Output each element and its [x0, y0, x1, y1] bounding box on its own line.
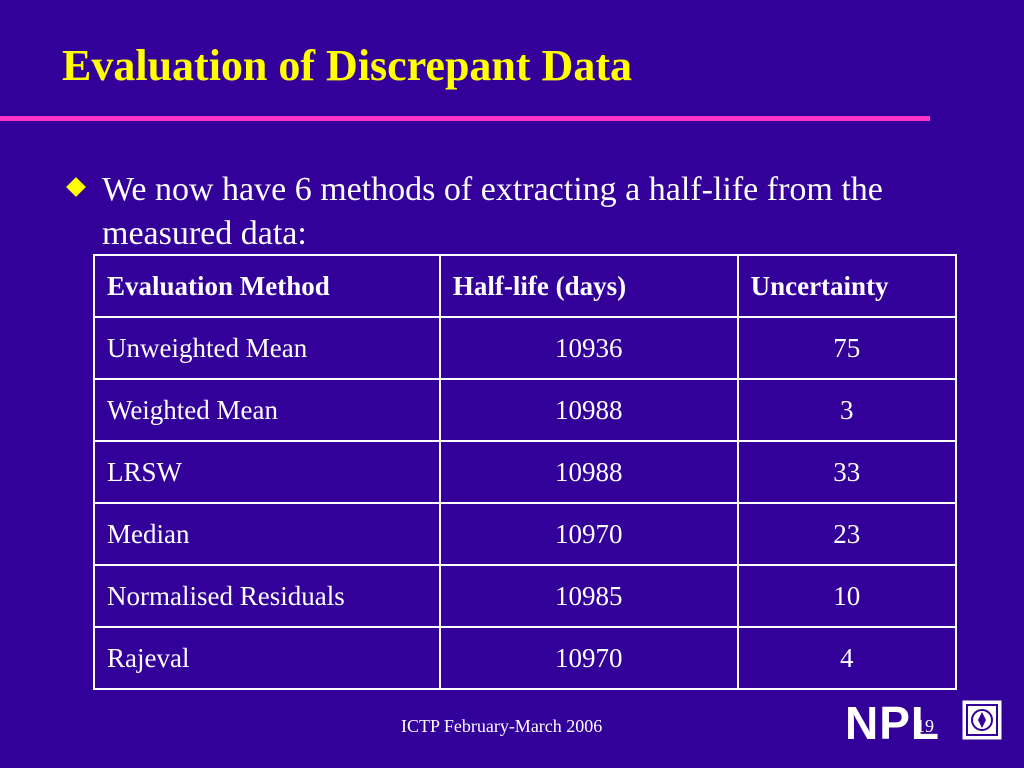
crest-icon	[962, 700, 1002, 740]
cell-half-life: 10985	[438, 564, 739, 628]
header-evaluation-method: Evaluation Method	[93, 254, 441, 318]
header-uncertainty: Uncertainty	[736, 254, 958, 318]
bullet-text: We now have 6 methods of extracting a ha…	[102, 171, 883, 252]
table-row: Normalised Residuals 10985 10	[93, 564, 958, 628]
cell-method: Median	[93, 502, 441, 566]
cell-half-life: 10936	[438, 316, 739, 380]
cell-half-life: 10988	[438, 440, 739, 504]
page-number: 19	[916, 716, 934, 736]
cell-uncertainty: 75	[736, 316, 958, 380]
table-header-row: Evaluation Method Half-life (days) Uncer…	[93, 254, 958, 318]
table-row: Median 10970 23	[93, 502, 958, 566]
cell-uncertainty: 10	[736, 564, 958, 628]
cell-method: LRSW	[93, 440, 441, 504]
cell-half-life: 10970	[438, 502, 739, 566]
title-rule	[0, 116, 930, 121]
cell-half-life: 10988	[438, 378, 739, 442]
table-row: LRSW 10988 33	[93, 440, 958, 504]
cell-half-life: 10970	[438, 626, 739, 690]
cell-method: Weighted Mean	[93, 378, 441, 442]
cell-uncertainty: 3	[736, 378, 958, 442]
npl-logo: NPL	[845, 697, 940, 749]
cell-uncertainty: 33	[736, 440, 958, 504]
cell-uncertainty: 23	[736, 502, 958, 566]
table-row: Weighted Mean 10988 3	[93, 378, 958, 442]
header-half-life: Half-life (days)	[438, 254, 739, 318]
cell-uncertainty: 4	[736, 626, 958, 690]
half-life-table: Evaluation Method Half-life (days) Uncer…	[93, 254, 958, 690]
cell-method: Normalised Residuals	[93, 564, 441, 628]
footer-text: ICTP February-March 2006	[401, 716, 603, 736]
table-row: Rajeval 10970 4	[93, 626, 958, 690]
slide-title: Evaluation of Discrepant Data	[62, 41, 632, 90]
cell-method: Rajeval	[93, 626, 441, 690]
cell-method: Unweighted Mean	[93, 316, 441, 380]
table-row: Unweighted Mean 10936 75	[93, 316, 958, 380]
diamond-bullet-icon	[66, 177, 86, 197]
